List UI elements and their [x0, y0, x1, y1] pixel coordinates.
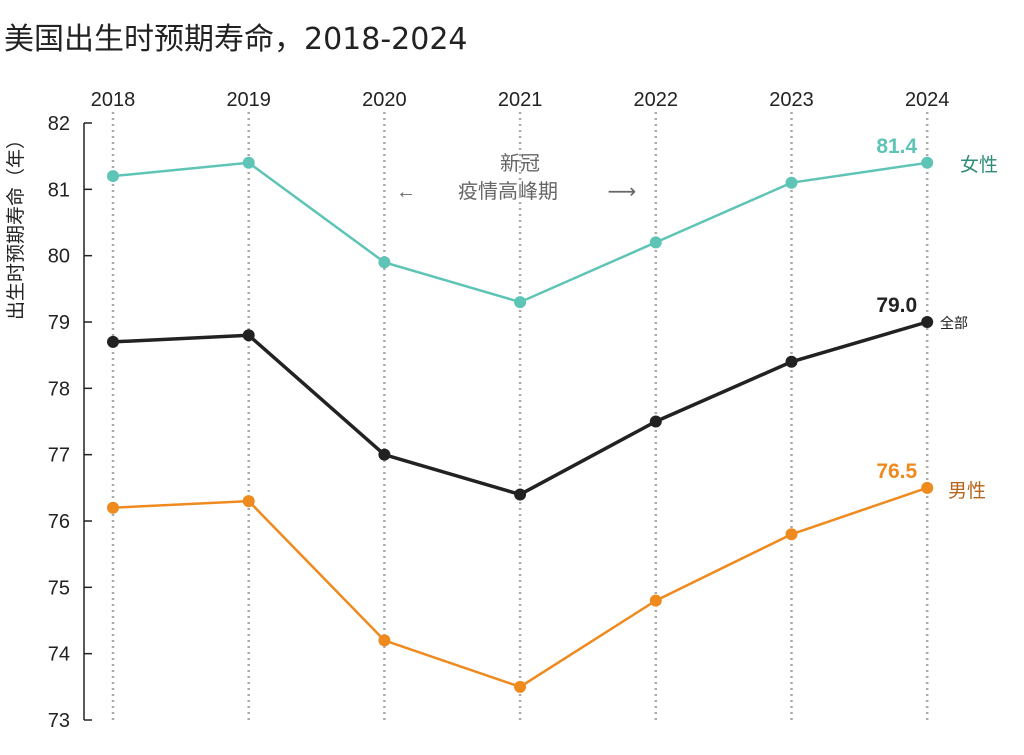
end-value-label: 79.0: [876, 294, 917, 317]
x-tick-label: 2023: [769, 89, 814, 111]
data-point: [242, 156, 255, 169]
x-tick-label: 2019: [226, 89, 271, 111]
series-label: 全部: [940, 315, 968, 331]
data-point: [242, 495, 255, 508]
data-point: [649, 594, 662, 607]
annotation-arrow-right: ⟶: [608, 181, 637, 203]
data-point: [785, 528, 798, 541]
data-point: [921, 156, 934, 169]
annotation-arrow-left: ←: [396, 181, 416, 203]
series-label: 男性: [948, 480, 986, 502]
y-axis-label: 出生时预期寿命（年）: [5, 130, 27, 320]
data-point: [649, 415, 662, 428]
data-point: [785, 355, 798, 368]
y-tick-label: 77: [48, 445, 70, 467]
data-point: [107, 170, 119, 183]
y-tick-label: 75: [48, 577, 70, 599]
data-point: [242, 329, 255, 342]
data-point: [785, 176, 798, 189]
x-tick-label: 2024: [905, 89, 950, 111]
end-value-label: 81.4: [876, 135, 917, 158]
x-tick-label: 2018: [91, 89, 136, 111]
data-point: [921, 316, 934, 328]
data-point: [921, 481, 934, 494]
annotation-line2: 疫情高峰期: [458, 180, 558, 203]
chart-title: 美国出生时预期寿命，2018-2024: [4, 22, 468, 57]
y-tick-label: 80: [48, 246, 70, 268]
series-label: 女性: [960, 154, 998, 176]
data-point: [514, 488, 527, 501]
y-tick-label: 76: [48, 511, 70, 533]
data-point: [107, 335, 119, 348]
end-value-label: 76.5: [876, 460, 917, 483]
data-point: [649, 236, 662, 249]
annotation-line1: 新冠: [500, 152, 540, 175]
data-point: [378, 448, 391, 461]
y-tick-label: 78: [48, 378, 70, 400]
y-tick-label: 79: [48, 312, 70, 334]
data-point: [514, 296, 527, 309]
data-point: [378, 634, 391, 647]
x-tick-label: 2022: [634, 89, 679, 111]
y-tick-label: 73: [48, 710, 70, 732]
annotation: 新冠 疫情高峰期 ← ⟶: [396, 152, 636, 203]
data-point: [107, 501, 119, 514]
y-tick-label: 82: [48, 113, 70, 135]
data-point: [514, 680, 527, 693]
data-point: [378, 256, 391, 269]
x-tick-label: 2021: [498, 89, 543, 111]
x-tick-label: 2020: [362, 89, 407, 111]
y-tick-label: 81: [48, 179, 70, 201]
y-tick-label: 74: [48, 644, 70, 666]
